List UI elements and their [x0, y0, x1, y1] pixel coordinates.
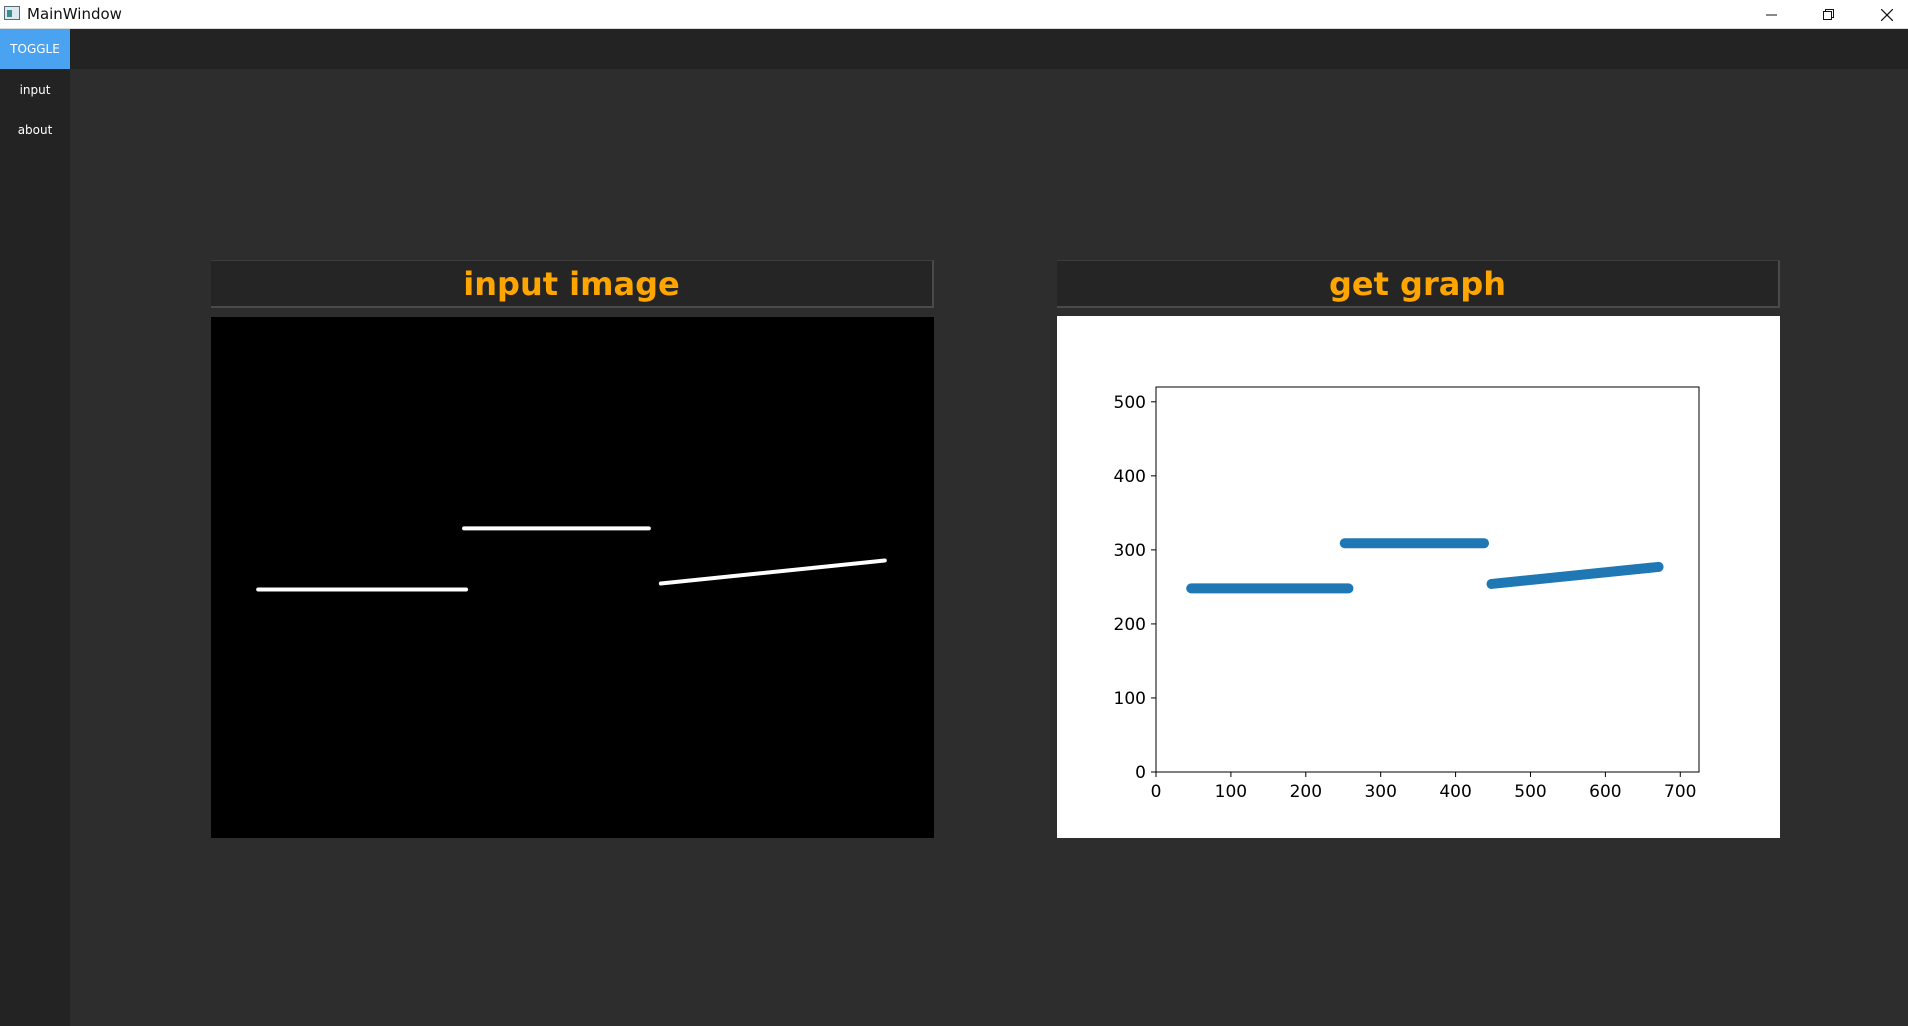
sidebar: TOGGLE input about: [0, 29, 70, 1026]
input-image-button[interactable]: input image: [211, 260, 934, 308]
x-tick-label: 600: [1589, 782, 1621, 802]
sidebar-item-about[interactable]: about: [17, 123, 53, 137]
x-tick-label: 200: [1290, 782, 1322, 802]
minimize-icon: [1766, 14, 1777, 15]
window-title: MainWindow: [27, 5, 122, 23]
close-button[interactable]: [1858, 0, 1908, 29]
minimize-button[interactable]: [1743, 0, 1801, 29]
close-icon: [1881, 8, 1893, 21]
graph-view: 0 100 200 300 400 500 600 700 0 100 200 300 400 500: [1057, 316, 1780, 838]
toggle-button[interactable]: TOGGLE: [0, 29, 70, 69]
y-tick-label: 500: [1114, 393, 1146, 413]
sidebar-item-input[interactable]: input: [19, 83, 51, 97]
x-tick-label: 0: [1151, 782, 1162, 802]
restore-button[interactable]: [1800, 0, 1858, 29]
y-tick-label: 400: [1114, 467, 1146, 487]
restore-icon: [1823, 8, 1834, 20]
y-tick-label: 200: [1114, 615, 1146, 635]
x-tick-label: 300: [1364, 782, 1396, 802]
y-tick-label: 300: [1114, 541, 1146, 561]
graph-chart: 0 100 200 300 400 500 600 700 0 100 200 300 400 500: [1114, 386, 1700, 802]
title-bar: MainWindow: [0, 0, 1908, 29]
x-tick-label: 400: [1439, 782, 1471, 802]
y-tick-label: 100: [1114, 689, 1146, 709]
x-tick-label: 100: [1215, 782, 1247, 802]
get-graph-button[interactable]: get graph: [1057, 260, 1780, 308]
x-tick-label: 700: [1664, 782, 1696, 802]
plot-frame: [1155, 386, 1700, 773]
input-image-view: [211, 317, 934, 838]
data-segment-3: [1486, 561, 1664, 589]
input-image: [256, 526, 887, 592]
app-icon: [4, 6, 20, 20]
top-bar: [0, 29, 1908, 69]
image-line-3: [658, 558, 887, 586]
y-tick-label: 0: [1135, 763, 1146, 783]
x-tick-label: 500: [1514, 782, 1546, 802]
